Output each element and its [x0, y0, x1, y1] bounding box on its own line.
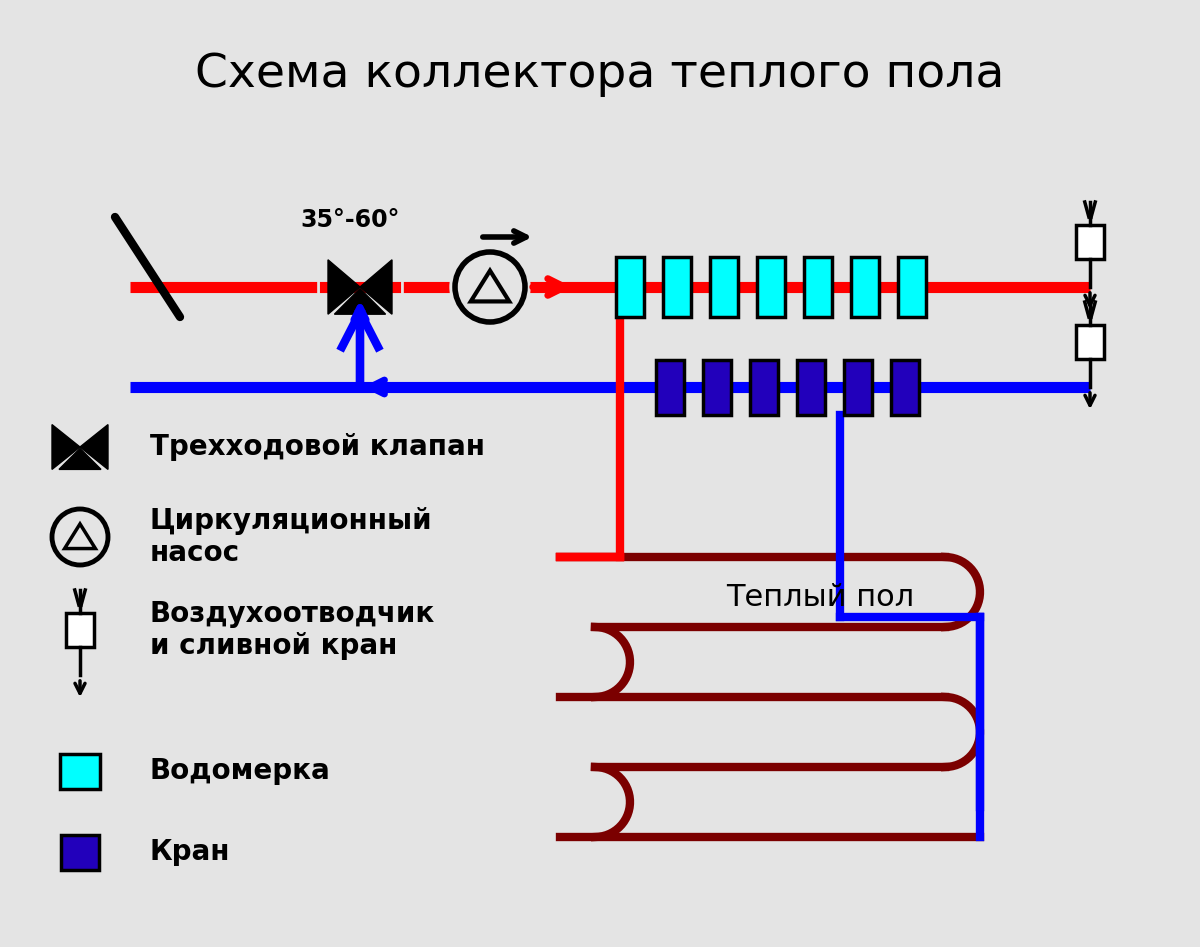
Bar [898, 257, 926, 317]
Circle shape [450, 247, 530, 327]
Text: 35°-60°: 35°-60° [300, 208, 400, 232]
Bar [750, 360, 778, 415]
Text: Схема коллектора теплого пола: Схема коллектора теплого пола [196, 52, 1004, 97]
Polygon shape [52, 424, 80, 470]
Bar [66, 613, 94, 647]
Text: Трехходовой клапан: Трехходовой клапан [150, 433, 485, 461]
Polygon shape [360, 259, 392, 314]
Polygon shape [335, 289, 385, 314]
Text: Кран: Кран [150, 838, 230, 866]
Polygon shape [328, 259, 360, 314]
Bar [844, 360, 872, 415]
Bar [703, 360, 731, 415]
Bar [656, 360, 684, 415]
Bar [757, 257, 785, 317]
Text: Воздухоотводчик
и сливной кран: Воздухоотводчик и сливной кран [150, 599, 436, 660]
Bar [890, 360, 919, 415]
Polygon shape [80, 424, 108, 470]
Polygon shape [59, 448, 101, 470]
Bar [662, 257, 691, 317]
Text: Водомерка: Водомерка [150, 757, 331, 785]
Bar [1076, 225, 1104, 259]
Bar [1076, 325, 1104, 359]
Bar [797, 360, 826, 415]
Bar [61, 834, 98, 869]
Text: Циркуляционный
насос: Циркуляционный насос [150, 507, 433, 567]
Bar [710, 257, 738, 317]
Bar [616, 257, 644, 317]
Bar [851, 257, 878, 317]
Bar [804, 257, 832, 317]
Text: Теплый пол: Теплый пол [726, 582, 914, 612]
Bar [60, 754, 100, 789]
